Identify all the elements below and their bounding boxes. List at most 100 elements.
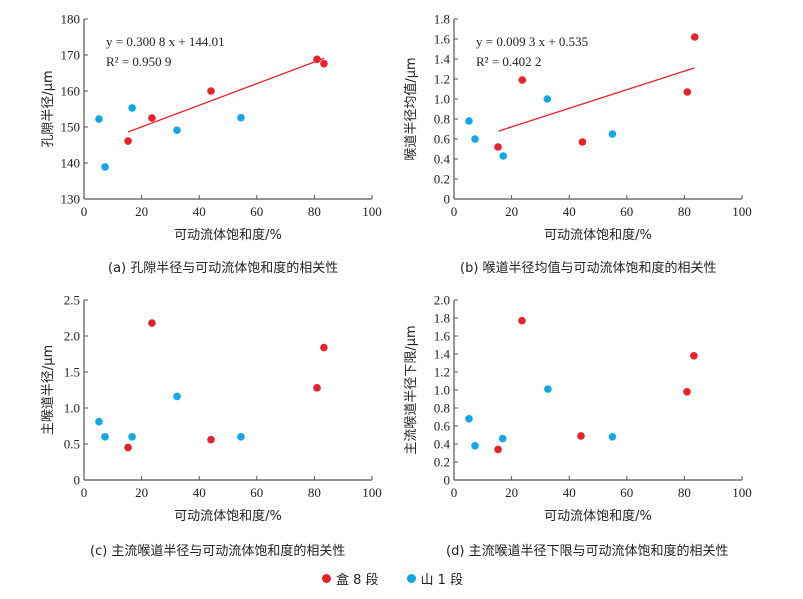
- point-shan1: [608, 130, 617, 138]
- x-tick-label: 40: [563, 204, 576, 219]
- y-tick-label: 2.5: [64, 293, 80, 308]
- x-axis-label: 可动流体饱和度/%: [544, 227, 652, 243]
- y-axis-label: 孔隙半径/μm: [41, 70, 56, 147]
- point-he8: [148, 319, 156, 327]
- point-he8: [124, 443, 132, 452]
- x-tick-label: 100: [732, 204, 752, 219]
- x-tick-label: 80: [678, 204, 691, 219]
- y-tick-label: 1.4: [434, 52, 451, 67]
- y-tick-label: 0.8: [434, 401, 450, 416]
- y-tick-label: 1.8: [434, 12, 450, 27]
- x-tick-label: 100: [362, 204, 382, 219]
- x-tick-label: 60: [620, 204, 633, 219]
- point-he8: [577, 432, 585, 440]
- point-he8: [578, 138, 587, 146]
- trendline-equation: y = 0.009 3 x + 0.535: [476, 34, 588, 49]
- x-tick-label: 80: [308, 204, 321, 219]
- legend-label-shan1: 山 1 段: [420, 573, 464, 588]
- x-tick-label: 80: [308, 485, 321, 500]
- legend: 盒 8 段 山 1 段: [322, 569, 463, 588]
- y-tick-label: 0.8: [434, 112, 450, 127]
- chart-panel-d: 0 20 40 60 80 100 0 0.2 0.4 0.6 0.8 1.0 1.2 1.4 1.6 1.8…: [370, 281, 770, 571]
- point-he8: [690, 352, 698, 360]
- point-shan1: [128, 433, 136, 441]
- y-axis-label: 主流喉道半径下限/μm: [404, 325, 419, 454]
- point-he8: [518, 316, 526, 325]
- point-shan1: [543, 95, 552, 103]
- x-tick-label: 20: [135, 204, 148, 219]
- y-tick-label: 1.0: [434, 92, 450, 107]
- x-tick-label: 80: [678, 485, 691, 500]
- y-tick-label: 0: [444, 473, 451, 488]
- point-he8: [207, 87, 215, 95]
- caption-c: (c) 主流喉道半径与可动流体饱和度的相关性: [90, 544, 346, 559]
- chart-panel-b: 0 20 40 60 80 100 0 0.2 0.4 0.6 0.8 1.0 1.2 1.4 1.6 1.8…: [370, 0, 770, 290]
- point-shan1: [544, 385, 552, 393]
- point-shan1: [499, 152, 508, 160]
- y-tick-label: 160: [61, 84, 81, 99]
- point-shan1: [173, 392, 181, 401]
- point-shan1: [608, 433, 617, 441]
- point-shan1: [95, 115, 103, 123]
- x-tick-label: 20: [505, 485, 518, 500]
- point-shan1: [128, 104, 136, 112]
- y-tick-label: 1.5: [64, 365, 80, 380]
- y-tick-label: 1.0: [434, 383, 450, 398]
- legend-item-shan1: 山 1 段: [406, 569, 464, 588]
- y-tick-label: 1.6: [434, 32, 451, 47]
- x-tick-label: 100: [362, 485, 382, 500]
- x-tick-label: 40: [193, 204, 206, 219]
- chart-a-svg: 0 20 40 60 80 100 130 140 150 160 170 180 可动流体饱和度/% 孔…: [41, 12, 382, 244]
- point-he8: [313, 55, 321, 64]
- point-he8: [683, 88, 692, 96]
- chart-panel-a: 0 20 40 60 80 100 130 140 150 160 170 180 可动流体饱和度/% 孔…: [0, 0, 400, 290]
- legend-label-he8: 盒 8 段: [336, 573, 379, 588]
- point-he8: [148, 114, 156, 122]
- point-he8: [494, 143, 502, 151]
- y-tick-label: 1.0: [64, 401, 80, 416]
- trendline-r2: R² = 0.950 9: [106, 54, 171, 69]
- point-he8: [313, 384, 321, 392]
- x-tick-label: 60: [620, 485, 633, 500]
- y-tick-label: 140: [61, 156, 81, 171]
- x-tick-label: 0: [451, 204, 458, 219]
- trendline: [127, 57, 325, 133]
- chart-b-svg: 0 20 40 60 80 100 0 0.2 0.4 0.6 0.8 1.0 1.2 1.4 1.6 1.8…: [403, 12, 752, 244]
- point-he8: [207, 435, 215, 444]
- x-axis-label: 可动流体饱和度/%: [174, 508, 282, 524]
- point-he8: [320, 343, 328, 352]
- point-he8: [320, 59, 328, 68]
- y-tick-label: 180: [61, 12, 81, 27]
- y-tick-label: 1.4: [434, 347, 451, 362]
- y-tick-label: 1.6: [434, 329, 451, 344]
- x-tick-label: 0: [81, 485, 88, 500]
- x-tick-label: 0: [451, 485, 458, 500]
- point-shan1: [465, 117, 473, 125]
- legend-marker-shan1: [406, 574, 416, 583]
- y-tick-label: 170: [61, 48, 81, 63]
- point-shan1: [101, 433, 109, 441]
- point-shan1: [237, 113, 245, 122]
- y-tick-label: 0.6: [434, 419, 451, 434]
- point-shan1: [498, 434, 507, 443]
- point-shan1: [471, 442, 479, 450]
- y-tick-label: 2.0: [64, 329, 80, 344]
- caption-b: (b) 喉道半径均值与可动流体饱和度的相关性: [460, 261, 717, 276]
- trendline-equation: y = 0.300 8 x + 144.01: [106, 34, 225, 49]
- point-he8: [124, 137, 132, 145]
- trendline: [498, 67, 695, 132]
- x-tick-label: 0: [81, 204, 88, 219]
- y-tick-label: 0.5: [64, 437, 80, 452]
- y-tick-label: 0.2: [434, 172, 450, 187]
- y-tick-label: 2.0: [434, 293, 450, 308]
- x-axis-label: 可动流体饱和度/%: [174, 227, 282, 243]
- chart-d-svg: 0 20 40 60 80 10000.20.40.60.81.01.21.41.61.8…: [404, 293, 752, 525]
- point-he8: [494, 445, 502, 454]
- chart-c-svg: 0 20 40 60 80 100 0 0.5 1.0 1.5 2.0 2.5 可动流体饱和度/% 主喉道…: [41, 293, 382, 525]
- y-tick-label: 0.2: [434, 455, 450, 470]
- y-axis-label: 喉道半径均值/μm: [403, 57, 419, 160]
- point-shan1: [101, 163, 109, 171]
- x-tick-label: 60: [250, 485, 263, 500]
- x-tick-label: 40: [563, 485, 576, 500]
- point-shan1: [465, 415, 473, 423]
